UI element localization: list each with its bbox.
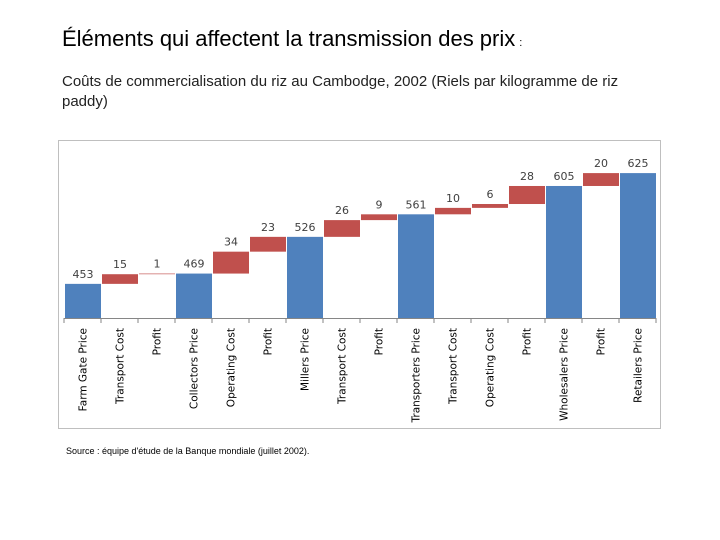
value-label: 526 <box>295 221 316 234</box>
x-tick-label: Retailers Price <box>633 328 645 403</box>
x-tick-label: Wholesalers Price <box>559 328 571 421</box>
x-tick-label: Transport Cost <box>448 328 460 405</box>
bar <box>398 214 434 318</box>
bar <box>287 236 323 318</box>
value-label: 15 <box>113 258 127 271</box>
value-label: 26 <box>335 204 349 217</box>
x-tick-label: Collectors Price <box>189 328 201 409</box>
subtitle: Coûts de commercialisation du riz au Cam… <box>62 73 619 110</box>
value-label: 6 <box>487 188 494 201</box>
bar <box>435 207 471 215</box>
bar <box>546 185 582 318</box>
bar <box>620 173 656 318</box>
bar <box>213 251 249 274</box>
x-tick-label: Profit <box>596 328 608 355</box>
x-tick-label: Profit <box>152 328 164 355</box>
value-label: 10 <box>446 192 460 205</box>
bar <box>324 220 360 237</box>
bar <box>361 214 397 221</box>
bar <box>65 283 101 318</box>
value-label: 561 <box>406 198 427 211</box>
value-label: 469 <box>184 258 205 271</box>
x-tick-label: Transport Cost <box>115 328 127 405</box>
x-tick-label: Profit <box>263 328 275 355</box>
x-tick-label: Transporters Price <box>411 328 423 423</box>
bar <box>176 273 212 318</box>
value-label: 34 <box>224 236 238 249</box>
title-suffix: : <box>519 37 523 49</box>
value-label: 9 <box>376 198 383 211</box>
value-label: 453 <box>73 268 94 281</box>
bar <box>509 185 545 205</box>
x-tick-label: Operating Cost <box>485 328 497 407</box>
x-tick-label: Profit <box>522 328 534 355</box>
title-text: Éléments qui affectent la transmission d… <box>62 26 516 51</box>
bar <box>139 273 175 275</box>
x-tick-label: Operating Cost <box>226 328 238 407</box>
value-label: 23 <box>261 221 275 234</box>
bar <box>583 173 619 186</box>
value-label: 605 <box>554 170 575 183</box>
value-label: 1 <box>154 258 161 271</box>
slide-title: Éléments qui affectent la transmission d… <box>62 26 522 52</box>
x-tick-label: Millers Price <box>300 328 312 391</box>
x-tick-label: Transport Cost <box>337 328 349 405</box>
value-label: 28 <box>520 170 534 183</box>
value-label: 625 <box>628 157 649 170</box>
bar <box>102 274 138 284</box>
x-tick-label: Profit <box>374 328 386 355</box>
value-label: 20 <box>594 157 608 170</box>
bar <box>250 236 286 252</box>
x-tick-label: Farm Gate Price <box>78 328 90 411</box>
bar <box>472 204 508 208</box>
source-note: Source : équipe d'étude de la Banque mon… <box>66 446 310 456</box>
